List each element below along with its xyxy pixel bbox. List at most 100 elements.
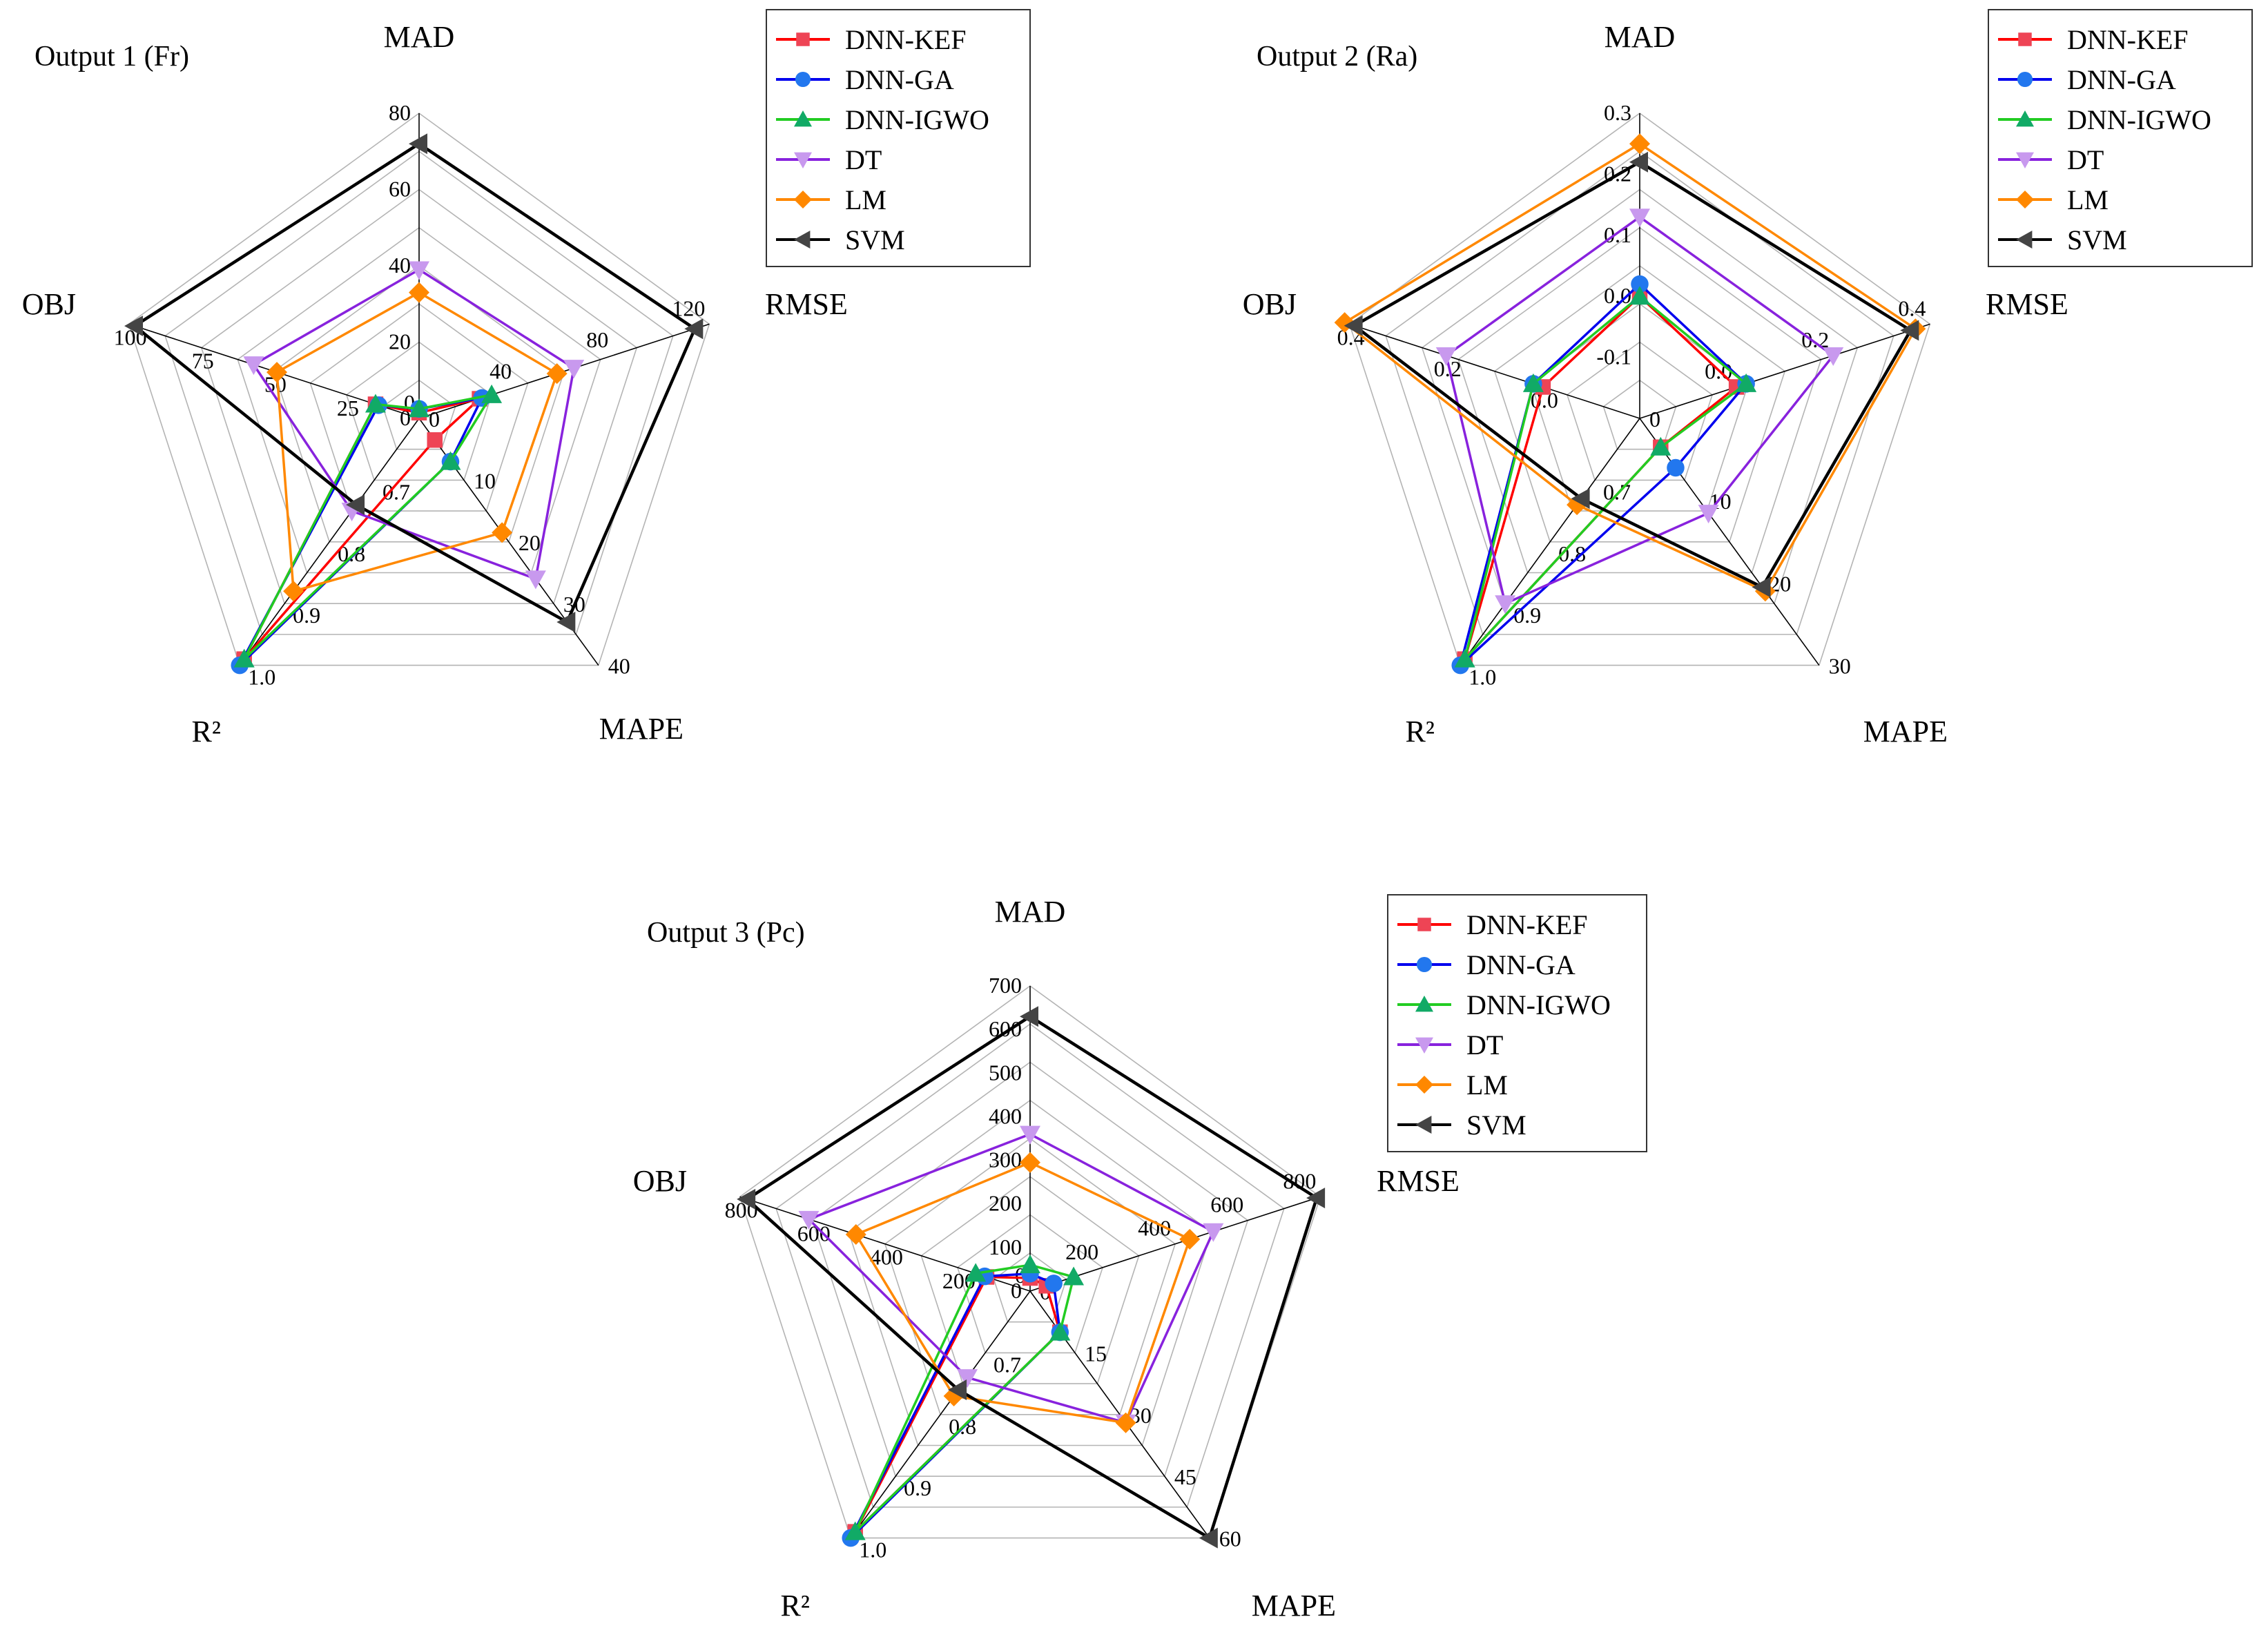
legend-label: DNN-GA (845, 64, 954, 95)
tick-label-mape: 40 (608, 654, 630, 679)
tick-label-mape: 45 (1174, 1464, 1196, 1489)
legend-item-dnn-kef: DNN-KEF (776, 24, 967, 55)
grid-ring (884, 1138, 1176, 1415)
data-point-dt (409, 261, 429, 280)
series-line-dnn-ga (1458, 282, 1748, 669)
grid-ring (128, 113, 710, 666)
legend-item-dnn-ga: DNN-GA (1397, 949, 1576, 980)
series-line-dnn-igwo (1463, 294, 1748, 660)
data-point-dnn-igwo (1629, 286, 1650, 305)
grid-ring (345, 341, 493, 481)
data-point-dt (1435, 347, 1457, 366)
axis-label-mad: MAD (1605, 20, 1676, 54)
series-svm (124, 133, 704, 633)
legend-label: SVM (845, 224, 905, 255)
axis-spoke-mape (1639, 418, 1820, 666)
tick-label-mape: 30 (1829, 654, 1851, 679)
legend-label: DNN-IGWO (845, 104, 989, 135)
grid-ring (1566, 341, 1714, 481)
legend-item-dnn-kef: DNN-KEF (1397, 909, 1588, 940)
legend-label: DT (1466, 1029, 1503, 1060)
axis-spoke-r2 (239, 418, 420, 666)
legend-label: SVM (1466, 1110, 1526, 1141)
data-point-svm (1900, 320, 1919, 341)
data-point-svm (1020, 1006, 1038, 1027)
data-point-svm (1752, 577, 1771, 598)
legend-marker-dnn-ga (795, 71, 811, 88)
series-dnn-igwo (1454, 286, 1757, 668)
tick-label-mape: 15 (1085, 1341, 1107, 1366)
legend-label: DNN-KEF (2067, 24, 2189, 55)
radar-chart-output3: Output 3 (Pc)MAD0100200300400500600700RM… (633, 894, 1647, 1623)
grid-ring (237, 226, 601, 574)
data-point-dt (1823, 347, 1844, 366)
series-line-svm (132, 142, 697, 625)
chart-title: Output 3 (Pc) (647, 917, 805, 949)
data-point-lm (1179, 1228, 1201, 1250)
legend-label: LM (2067, 184, 2109, 215)
legend-label: SVM (2067, 224, 2127, 255)
axis-label-r2: R² (780, 1589, 810, 1623)
axis-label-r2: R² (1405, 715, 1435, 748)
legend-marker-svm (794, 231, 811, 249)
data-point-svm (737, 1188, 756, 1210)
data-point-svm (1306, 1188, 1326, 1209)
grid-ring (739, 985, 1321, 1539)
tick-label-rmse: 40 (490, 358, 512, 383)
axis-spoke-r2 (850, 1290, 1031, 1539)
tick-label-r2: 0.8 (338, 541, 365, 566)
data-point-dnn-igwo (1063, 1266, 1085, 1286)
series-line-dnn-ga (849, 1272, 1062, 1539)
axis-label-r2: R² (191, 715, 221, 748)
legend-box (1988, 9, 2253, 267)
data-point-svm (1629, 151, 1648, 173)
legend-item-lm: LM (776, 184, 886, 215)
axis-label-mad: MAD (384, 20, 455, 54)
series-line-dnn-igwo (854, 1263, 1076, 1533)
radar-chart-output2: Output 2 (Ra)MAD-0.10.00.10.20.3RMSE0.00… (1243, 9, 2253, 748)
legend: DNN-KEF DNN-GA DNN-IGWO DT LM SVM (1387, 894, 1647, 1152)
axis-label-rmse: RMSE (1986, 287, 2068, 321)
grid-ring (956, 1214, 1104, 1354)
tick-label-rmse: 600 (1210, 1192, 1243, 1217)
data-point-dnn-igwo (409, 398, 429, 418)
axis-spoke-obj (1349, 323, 1640, 419)
axis-label-mape: MAPE (1863, 715, 1948, 748)
data-point-dnn-igwo (844, 1521, 866, 1540)
data-point-svm (1199, 1527, 1218, 1549)
legend-marker-dnn-ga (1416, 956, 1433, 973)
data-point-lm (845, 1224, 866, 1246)
series-line-dt (806, 1132, 1215, 1424)
grid-ring (164, 151, 674, 635)
radar-chart-output1: Output 1 (Fr)MAD020406080RMSE04080120MAP… (22, 9, 1031, 748)
series-lm (845, 1152, 1201, 1433)
grid-ring (1457, 226, 1822, 574)
axis-spoke-rmse (1639, 323, 1930, 419)
series-dnn-igwo (844, 1255, 1085, 1540)
axis-label-mad: MAD (995, 895, 1066, 929)
tick-label-obj: 25 (337, 396, 359, 420)
tick-label-mape: 10 (474, 468, 496, 493)
legend-item-dnn-kef: DNN-KEF (1998, 24, 2189, 55)
data-point-lm (1115, 1412, 1136, 1433)
legend-marker-dnn-igwo (1415, 996, 1433, 1012)
data-point-dnn-igwo (1522, 373, 1544, 392)
legend-marker-svm (2016, 231, 2033, 249)
data-point-lm (492, 522, 513, 543)
legend-item-dt: DT (776, 144, 882, 175)
data-point-dt (1020, 1125, 1040, 1145)
data-point-svm (1571, 488, 1590, 510)
legend-item-dnn-ga: DNN-GA (776, 64, 954, 95)
tick-label-mad: 600 (989, 1016, 1022, 1041)
data-point-dnn-igwo (1454, 648, 1475, 668)
series-dnn-igwo (233, 384, 503, 668)
axis-spoke-r2 (1460, 418, 1640, 666)
series-line-svm (744, 1014, 1319, 1540)
data-point-dnn-ga (1045, 1275, 1063, 1292)
axis-label-rmse: RMSE (1377, 1164, 1460, 1198)
legend-item-dnn-igwo: DNN-IGWO (1397, 989, 1611, 1020)
legend-marker-dnn-ga (2017, 71, 2033, 88)
grid-ring (811, 1061, 1249, 1477)
legend-item-svm: SVM (1397, 1110, 1526, 1141)
legend-label: DNN-IGWO (1466, 989, 1611, 1020)
